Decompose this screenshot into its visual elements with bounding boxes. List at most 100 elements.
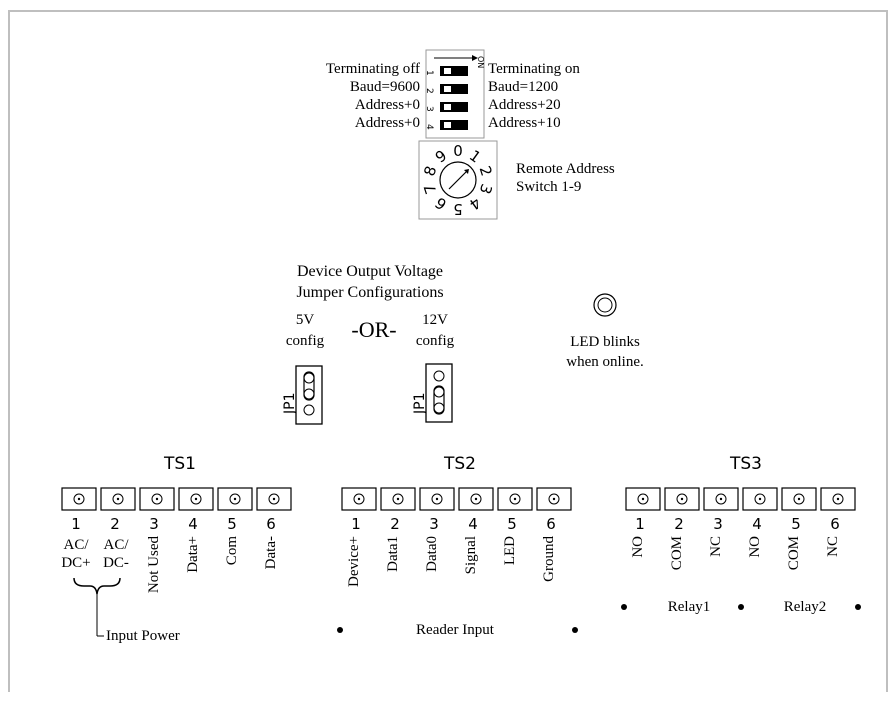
ts1-number-3: 3 [149, 515, 159, 533]
dip-switch: ON 1 2 3 4 [424, 49, 485, 139]
ts2-group-start-dot [337, 627, 343, 633]
ts3-label-4: NO [747, 536, 763, 558]
ts3-screw-terminal-6 [820, 487, 856, 511]
ts1-screw-terminal-1 [61, 487, 97, 511]
ts2-reader-input-label: Reader Input [416, 622, 494, 638]
ts1-label-2: AC/ DC- [103, 537, 129, 571]
ts1-number-2: 2 [110, 515, 120, 533]
frame-border-top [8, 10, 888, 12]
ts2-title: TS2 [444, 454, 476, 474]
dip-left-label-4: Address+0 [354, 115, 420, 131]
ts3-terminal-block [625, 487, 856, 511]
ts3-relay2-label: Relay2 [783, 599, 827, 615]
ts2-terminal-block [341, 487, 572, 511]
rotary-label-line-2: Switch 1-9 [516, 179, 582, 195]
ts3-number-6: 6 [830, 515, 840, 533]
jumper-or-separator: -OR- [351, 317, 397, 342]
ts1-input-power-label: Input Power [106, 628, 180, 644]
ts1-label-5: Com [224, 536, 240, 566]
jumper-title-line-1: Device Output Voltage [296, 263, 444, 280]
dip-left-label-1: Terminating off [325, 61, 420, 77]
ts3-number-4: 4 [752, 515, 762, 533]
ts2-label-2: Data1 [385, 536, 401, 572]
jumper-5v-config: JP1 [282, 365, 323, 425]
ts3-relay1-start-dot [621, 604, 627, 610]
ts1-screw-terminal-3 [139, 487, 175, 511]
led-indicator-icon [593, 293, 617, 317]
ts1-title: TS1 [164, 454, 196, 474]
led-label-line-1: LED blinks [570, 334, 640, 350]
ts1-screw-terminal-6 [256, 487, 292, 511]
dip-right-label-4: Address+10 [488, 115, 561, 131]
jumper-12v-config: JP1 [412, 363, 453, 423]
ts2-screw-terminal-3 [419, 487, 455, 511]
ts1-label-4: Data+ [185, 536, 201, 573]
dip-switch-2: 2 [424, 84, 468, 94]
ts3-relay-divider-dot [738, 604, 744, 610]
ts1-number-5: 5 [227, 515, 237, 533]
rotary-digit-5: 5 [453, 200, 463, 218]
ts2-screw-terminal-1 [341, 487, 377, 511]
ts1-number-4: 4 [188, 515, 198, 533]
ts3-relay2-end-dot [855, 604, 861, 610]
ts3-number-2: 2 [674, 515, 684, 533]
ts3-screw-terminal-4 [742, 487, 778, 511]
ts1-screw-terminal-5 [217, 487, 253, 511]
ts3-label-3: NC [708, 536, 724, 557]
ts2-group-end-dot [572, 627, 578, 633]
jumper-5v-label: 5V [295, 312, 315, 328]
ts3-number-3: 3 [713, 515, 723, 533]
jumper-12v-label: 12V [422, 312, 448, 328]
ts1-screw-terminal-4 [178, 487, 214, 511]
ts2-screw-terminal-2 [380, 487, 416, 511]
ts2-label-6: Ground [541, 536, 557, 582]
svg-text:2: 2 [424, 88, 434, 94]
ts2-label-3: Data0 [424, 536, 440, 572]
ts1-label-6: Data- [263, 536, 279, 570]
ts3-label-2: COM [669, 536, 685, 571]
input-power-bracket [73, 577, 121, 637]
ts3-screw-terminal-3 [703, 487, 739, 511]
dip-right-label-1: Terminating on [488, 61, 580, 77]
ts2-number-1: 1 [351, 515, 361, 533]
ts3-label-6: NC [825, 536, 841, 557]
ts2-label-4: Signal [463, 536, 479, 575]
ts3-screw-terminal-5 [781, 487, 817, 511]
ts3-screw-terminal-1 [625, 487, 661, 511]
dip-left-label-2: Baud=9600 [349, 79, 420, 95]
dip-switch-4: 4 [424, 120, 468, 130]
ts2-screw-terminal-6 [536, 487, 572, 511]
ts1-terminal-block [61, 487, 292, 511]
dip-right-label-3: Address+20 [488, 97, 561, 113]
ts2-number-6: 6 [546, 515, 556, 533]
dip-left-label-3: Address+0 [354, 97, 420, 113]
ts3-screw-terminal-2 [664, 487, 700, 511]
jumper-5v-config-label: config [285, 333, 325, 349]
jumper-title-line-2: Jumper Configurations [296, 284, 444, 301]
dip-right-label-2: Baud=1200 [488, 79, 559, 95]
ts1-screw-terminal-2 [100, 487, 136, 511]
dip-switch-1: 1 [424, 66, 468, 76]
ts2-number-4: 4 [468, 515, 478, 533]
svg-text:4: 4 [424, 124, 434, 130]
frame-border-left [8, 10, 10, 692]
ts1-label-1: AC/ DC+ [61, 537, 91, 571]
ts3-relay1-label: Relay1 [667, 599, 711, 615]
ts3-number-1: 1 [635, 515, 645, 533]
rotary-label-line-1: Remote Address [516, 161, 615, 177]
ts2-number-2: 2 [390, 515, 400, 533]
jumper-12v-jp1-label: JP1 [412, 393, 428, 415]
led-label-line-2: when online. [566, 354, 644, 370]
ts2-number-5: 5 [507, 515, 517, 533]
ts1-number-1: 1 [71, 515, 81, 533]
ts2-label-5: LED [502, 536, 518, 566]
svg-text:1: 1 [424, 70, 434, 76]
frame-border-right [886, 10, 888, 692]
ts3-number-5: 5 [791, 515, 801, 533]
dip-on-label: ON [476, 56, 485, 68]
rotary-digit-0: 0 [453, 142, 463, 160]
jumper-12v-config-label: config [415, 333, 455, 349]
ts2-label-1: Device+ [346, 536, 362, 587]
jumper-5v-jp1-label: JP1 [282, 393, 298, 415]
